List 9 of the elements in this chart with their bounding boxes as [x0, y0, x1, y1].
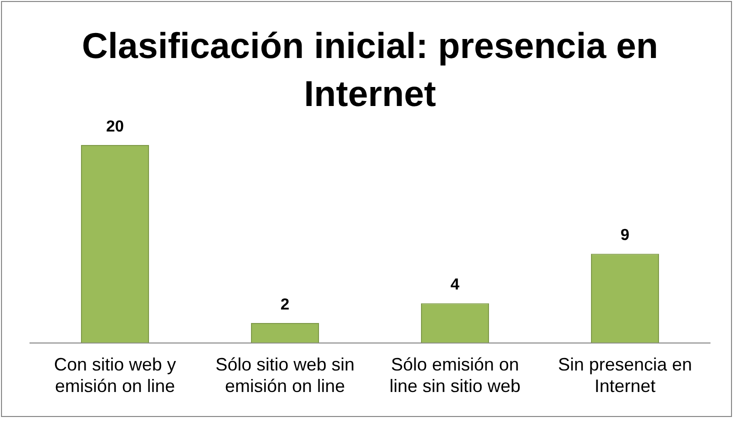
- x-tick-label: Sin presencia en Internet: [558, 354, 692, 396]
- x-tick-label: Con sitio web y emisión on line: [54, 354, 176, 396]
- x-tick-label: Sólo emisión on line sin sitio web: [389, 354, 521, 396]
- x-tick-label: Sólo sitio web sin emisión on line: [215, 354, 355, 396]
- data-label: 9: [620, 227, 630, 244]
- data-label: 20: [106, 118, 124, 136]
- data-label: 2: [280, 296, 290, 314]
- data-label: 4: [450, 276, 460, 294]
- chart-title: Clasificación inicial: presencia en Internet: [80, 24, 660, 116]
